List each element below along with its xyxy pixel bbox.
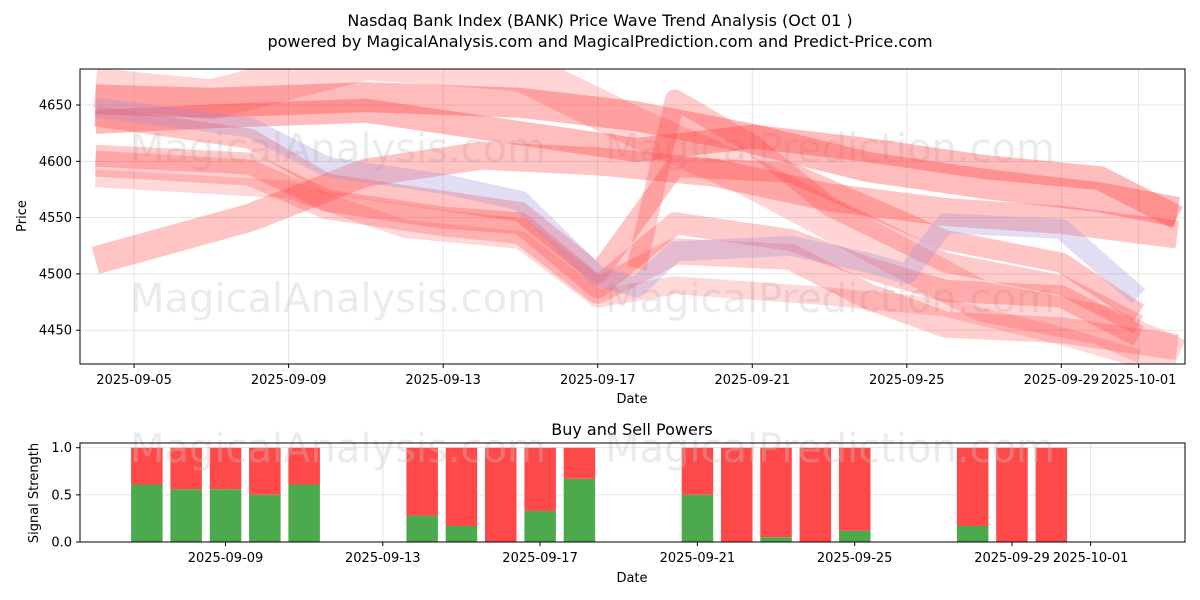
price-wave-bands bbox=[91, 69, 1185, 364]
sell-bar bbox=[681, 447, 714, 495]
sell-bar bbox=[131, 447, 163, 485]
power-plot-frame bbox=[79, 442, 1186, 543]
sell-bar bbox=[996, 447, 1028, 542]
power-panel: Buy and Sell Powers MagicalAnalysis.com … bbox=[27, 420, 1186, 586]
price-wave-wave-a bbox=[95, 82, 1181, 227]
price-x-tick-label: 2025-09-29 bbox=[1024, 373, 1100, 388]
price-x-tick-label: 2025-09-09 bbox=[251, 373, 327, 388]
power-y-axis-label: Signal Strength bbox=[27, 443, 42, 543]
sell-bar bbox=[209, 447, 242, 490]
power-x-tick-label: 2025-09-09 bbox=[188, 551, 264, 566]
price-plot-frame bbox=[79, 68, 1186, 365]
buy-bar bbox=[760, 537, 792, 542]
buy-bar bbox=[288, 484, 320, 542]
price-plot-area bbox=[80, 69, 1185, 364]
watermark-bottom-right: MagicalPrediction.com bbox=[605, 426, 1055, 472]
sell-bar bbox=[799, 447, 832, 542]
watermark-bottom-left: MagicalAnalysis.com bbox=[130, 426, 546, 472]
power-y-ticks: 0.0 0.5 1.0 bbox=[51, 441, 80, 551]
buy-bar bbox=[681, 494, 714, 542]
sell-bar bbox=[760, 447, 792, 538]
price-wave-wave-h bbox=[626, 89, 1144, 334]
watermark-top-left: MagicalAnalysis.com bbox=[130, 126, 546, 172]
price-y-tick-label: 4550 bbox=[39, 211, 72, 226]
power-x-tick-label: 2025-09-17 bbox=[502, 551, 578, 566]
price-wave-wave-i bbox=[94, 169, 1142, 364]
power-x-axis-label: Date bbox=[616, 571, 647, 586]
power-y-tick-label: 1.0 bbox=[51, 441, 72, 456]
sell-bar bbox=[721, 447, 753, 542]
sell-bar bbox=[839, 447, 871, 531]
buy-bar bbox=[170, 489, 202, 542]
price-wave-wave-g bbox=[93, 69, 1185, 364]
price-x-tick-label: 2025-09-13 bbox=[405, 373, 481, 388]
sell-bar bbox=[563, 447, 596, 479]
price-y-axis-label: Price bbox=[15, 200, 30, 232]
price-wave-wave-e bbox=[94, 144, 1144, 346]
sell-bar bbox=[956, 447, 989, 526]
watermark-mid-left: MagicalAnalysis.com bbox=[130, 276, 546, 322]
price-grid bbox=[80, 69, 1185, 364]
price-y-tick-label: 4600 bbox=[39, 155, 72, 170]
sell-bar bbox=[249, 447, 281, 495]
price-x-tick-label: 2025-09-25 bbox=[869, 373, 945, 388]
sell-bar bbox=[485, 447, 517, 542]
price-x-tick-label: 2025-09-05 bbox=[96, 373, 172, 388]
power-x-tick-label: 2025-09-21 bbox=[660, 551, 736, 566]
price-wave-wave-c bbox=[91, 141, 1180, 274]
power-y-tick-label: 0.5 bbox=[51, 488, 72, 503]
buy-bar bbox=[249, 494, 281, 542]
sell-bar bbox=[406, 447, 438, 516]
sell-bar bbox=[524, 447, 556, 511]
power-x-tick-label: 2025-09-13 bbox=[345, 551, 421, 566]
price-wave-wave-f bbox=[94, 150, 1180, 360]
power-chart-title: Buy and Sell Powers bbox=[551, 420, 713, 439]
price-y-tick-label: 4450 bbox=[39, 324, 72, 339]
chart-subtitle: powered by MagicalAnalysis.com and Magic… bbox=[267, 32, 932, 51]
watermark-mid-right: MagicalPrediction.com bbox=[605, 276, 1055, 322]
power-x-ticks: 2025-09-09 2025-09-13 2025-09-17 2025-09-21… bbox=[188, 542, 1129, 566]
buy-bar bbox=[445, 526, 478, 542]
price-y-tick-label: 4500 bbox=[39, 267, 72, 282]
power-bars bbox=[131, 447, 1068, 542]
price-wave-wave-d bbox=[94, 106, 1145, 322]
price-wave-wave-b bbox=[94, 98, 1183, 229]
buy-bar bbox=[563, 478, 596, 542]
sell-bar bbox=[288, 447, 320, 485]
buy-bar bbox=[839, 530, 871, 542]
price-x-axis-label: Date bbox=[616, 392, 647, 407]
price-x-tick-label: 2025-09-17 bbox=[560, 373, 636, 388]
price-y-tick-label: 4650 bbox=[39, 99, 72, 114]
price-x-ticks: 2025-09-05 2025-09-09 2025-09-13 2025-09-17… bbox=[96, 364, 1176, 388]
buy-bar bbox=[524, 510, 556, 542]
power-x-tick-label: 2025-09-29 bbox=[974, 551, 1050, 566]
sell-bar bbox=[1035, 447, 1068, 542]
chart-title: Nasdaq Bank Index (BANK) Price Wave Tren… bbox=[347, 11, 852, 30]
watermark-top-right: MagicalPrediction.com bbox=[605, 126, 1055, 172]
price-x-tick-label: 2025-10-01 bbox=[1101, 373, 1177, 388]
buy-bar bbox=[406, 515, 438, 542]
buy-bar bbox=[956, 526, 989, 542]
buy-bar bbox=[209, 489, 242, 542]
price-panel: MagicalAnalysis.com MagicalPrediction.co… bbox=[15, 68, 1186, 407]
price-x-tick-label: 2025-09-21 bbox=[714, 373, 790, 388]
price-y-ticks: 4450 4500 4550 4600 4650 bbox=[39, 99, 80, 339]
buy-bar bbox=[131, 484, 163, 542]
sell-bar bbox=[445, 447, 478, 526]
price-wave-wave-purple bbox=[94, 97, 1146, 304]
power-y-tick-label: 0.0 bbox=[51, 536, 72, 551]
sell-bar bbox=[170, 447, 202, 490]
power-x-tick-label: 2025-09-25 bbox=[817, 551, 893, 566]
power-x-tick-label: 2025-10-01 bbox=[1053, 551, 1129, 566]
